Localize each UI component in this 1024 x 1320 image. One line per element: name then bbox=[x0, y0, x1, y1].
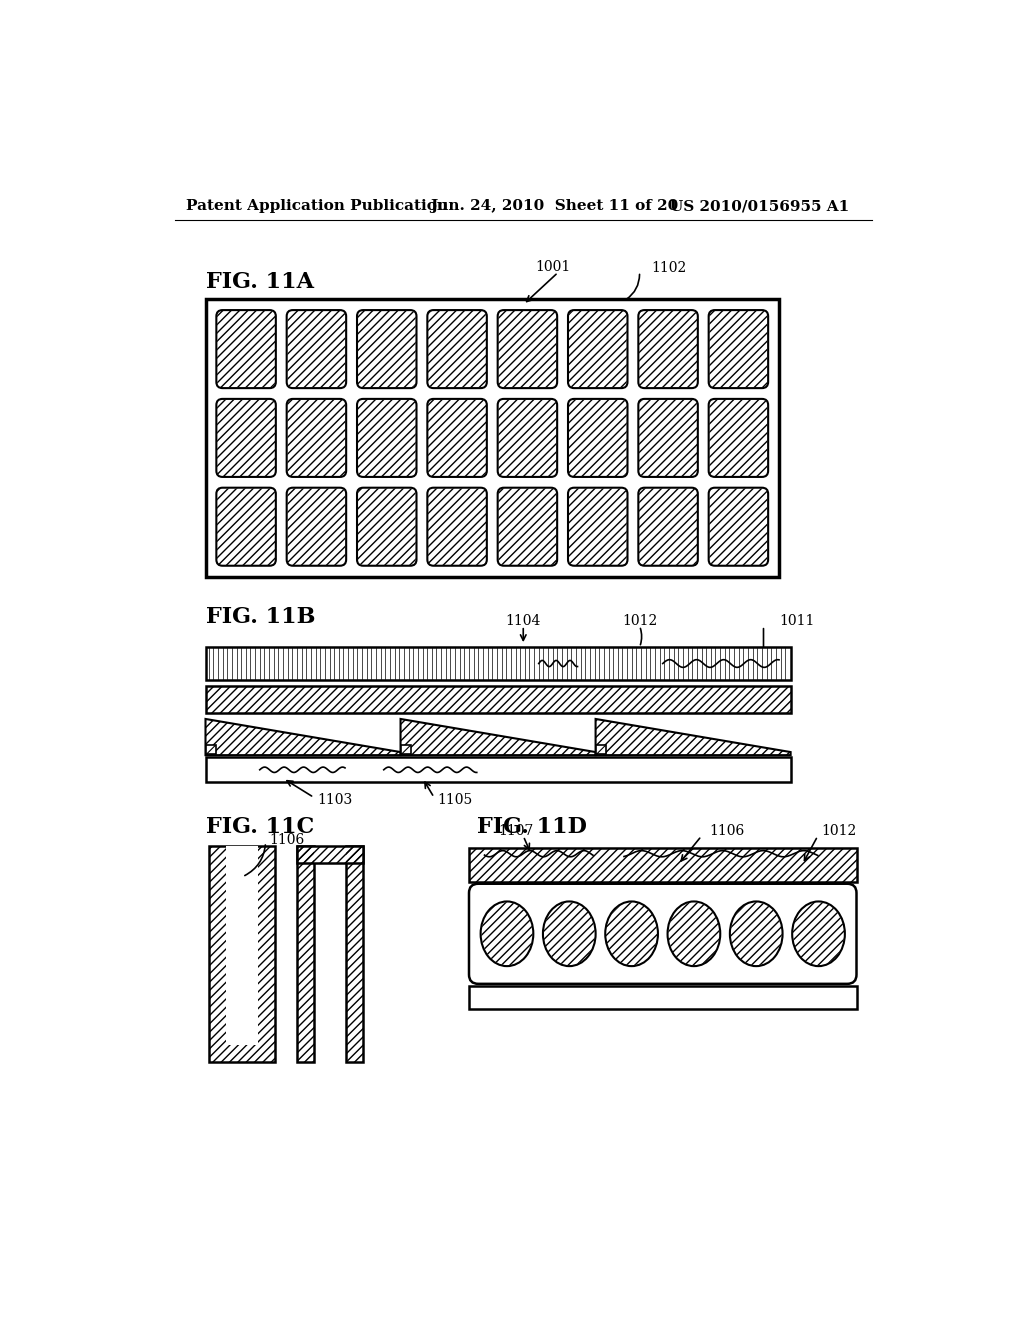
Bar bbox=[226, 846, 258, 1044]
Polygon shape bbox=[400, 719, 596, 755]
FancyBboxPatch shape bbox=[287, 399, 346, 477]
Text: Jun. 24, 2010  Sheet 11 of 20: Jun. 24, 2010 Sheet 11 of 20 bbox=[430, 199, 679, 213]
Text: Patent Application Publication: Patent Application Publication bbox=[186, 199, 449, 213]
FancyBboxPatch shape bbox=[568, 399, 628, 477]
Text: 1011: 1011 bbox=[779, 614, 814, 628]
Bar bbox=[346, 846, 362, 1061]
Ellipse shape bbox=[793, 902, 845, 966]
FancyBboxPatch shape bbox=[357, 310, 417, 388]
Bar bbox=[346, 846, 362, 1061]
Ellipse shape bbox=[668, 902, 720, 966]
Text: FIG. 11A: FIG. 11A bbox=[206, 271, 313, 293]
Text: 1012: 1012 bbox=[622, 614, 657, 628]
FancyBboxPatch shape bbox=[498, 399, 557, 477]
Ellipse shape bbox=[605, 902, 658, 966]
FancyBboxPatch shape bbox=[469, 884, 856, 983]
FancyBboxPatch shape bbox=[568, 310, 628, 388]
Bar bbox=[206, 300, 779, 577]
FancyBboxPatch shape bbox=[427, 399, 486, 477]
Text: 1106: 1106 bbox=[269, 833, 305, 847]
Bar bbox=[209, 846, 275, 1061]
Text: 1107: 1107 bbox=[498, 824, 534, 838]
FancyBboxPatch shape bbox=[427, 310, 486, 388]
Text: 1105: 1105 bbox=[437, 793, 472, 807]
Bar bbox=[206, 744, 216, 755]
Bar bbox=[206, 758, 791, 781]
Bar bbox=[297, 846, 314, 1061]
FancyBboxPatch shape bbox=[427, 487, 486, 566]
FancyBboxPatch shape bbox=[638, 399, 697, 477]
Text: FIG. 11C: FIG. 11C bbox=[206, 816, 313, 838]
Text: 1104: 1104 bbox=[506, 614, 541, 628]
Text: US 2010/0156955 A1: US 2010/0156955 A1 bbox=[671, 199, 850, 213]
Bar bbox=[206, 647, 791, 680]
Ellipse shape bbox=[730, 902, 782, 966]
FancyBboxPatch shape bbox=[638, 487, 697, 566]
FancyBboxPatch shape bbox=[287, 487, 346, 566]
Bar bbox=[469, 847, 856, 882]
FancyBboxPatch shape bbox=[357, 399, 417, 477]
Bar bbox=[209, 846, 275, 1061]
Bar bbox=[401, 744, 411, 755]
Ellipse shape bbox=[480, 902, 534, 966]
FancyBboxPatch shape bbox=[216, 487, 275, 566]
Polygon shape bbox=[596, 719, 791, 755]
Bar bbox=[297, 846, 314, 1061]
FancyBboxPatch shape bbox=[568, 487, 628, 566]
FancyBboxPatch shape bbox=[709, 487, 768, 566]
FancyBboxPatch shape bbox=[216, 399, 275, 477]
Text: 1103: 1103 bbox=[317, 793, 352, 807]
Text: FIG. 11D: FIG. 11D bbox=[477, 816, 587, 838]
Bar bbox=[297, 846, 362, 863]
Text: 1001: 1001 bbox=[536, 260, 570, 275]
Text: 1102: 1102 bbox=[651, 261, 686, 275]
Bar bbox=[297, 846, 362, 863]
Text: 1012: 1012 bbox=[821, 824, 857, 838]
Bar bbox=[206, 686, 791, 713]
FancyBboxPatch shape bbox=[498, 487, 557, 566]
FancyBboxPatch shape bbox=[498, 310, 557, 388]
Bar bbox=[596, 744, 605, 755]
FancyBboxPatch shape bbox=[709, 399, 768, 477]
Text: FIG. 11B: FIG. 11B bbox=[206, 606, 315, 627]
FancyBboxPatch shape bbox=[709, 310, 768, 388]
Bar bbox=[206, 686, 791, 713]
FancyBboxPatch shape bbox=[287, 310, 346, 388]
Polygon shape bbox=[206, 719, 400, 755]
FancyBboxPatch shape bbox=[216, 310, 275, 388]
FancyBboxPatch shape bbox=[638, 310, 697, 388]
Bar bbox=[469, 847, 856, 882]
Bar bbox=[469, 986, 856, 1010]
Text: 1106: 1106 bbox=[710, 824, 744, 838]
FancyBboxPatch shape bbox=[357, 487, 417, 566]
Ellipse shape bbox=[543, 902, 596, 966]
